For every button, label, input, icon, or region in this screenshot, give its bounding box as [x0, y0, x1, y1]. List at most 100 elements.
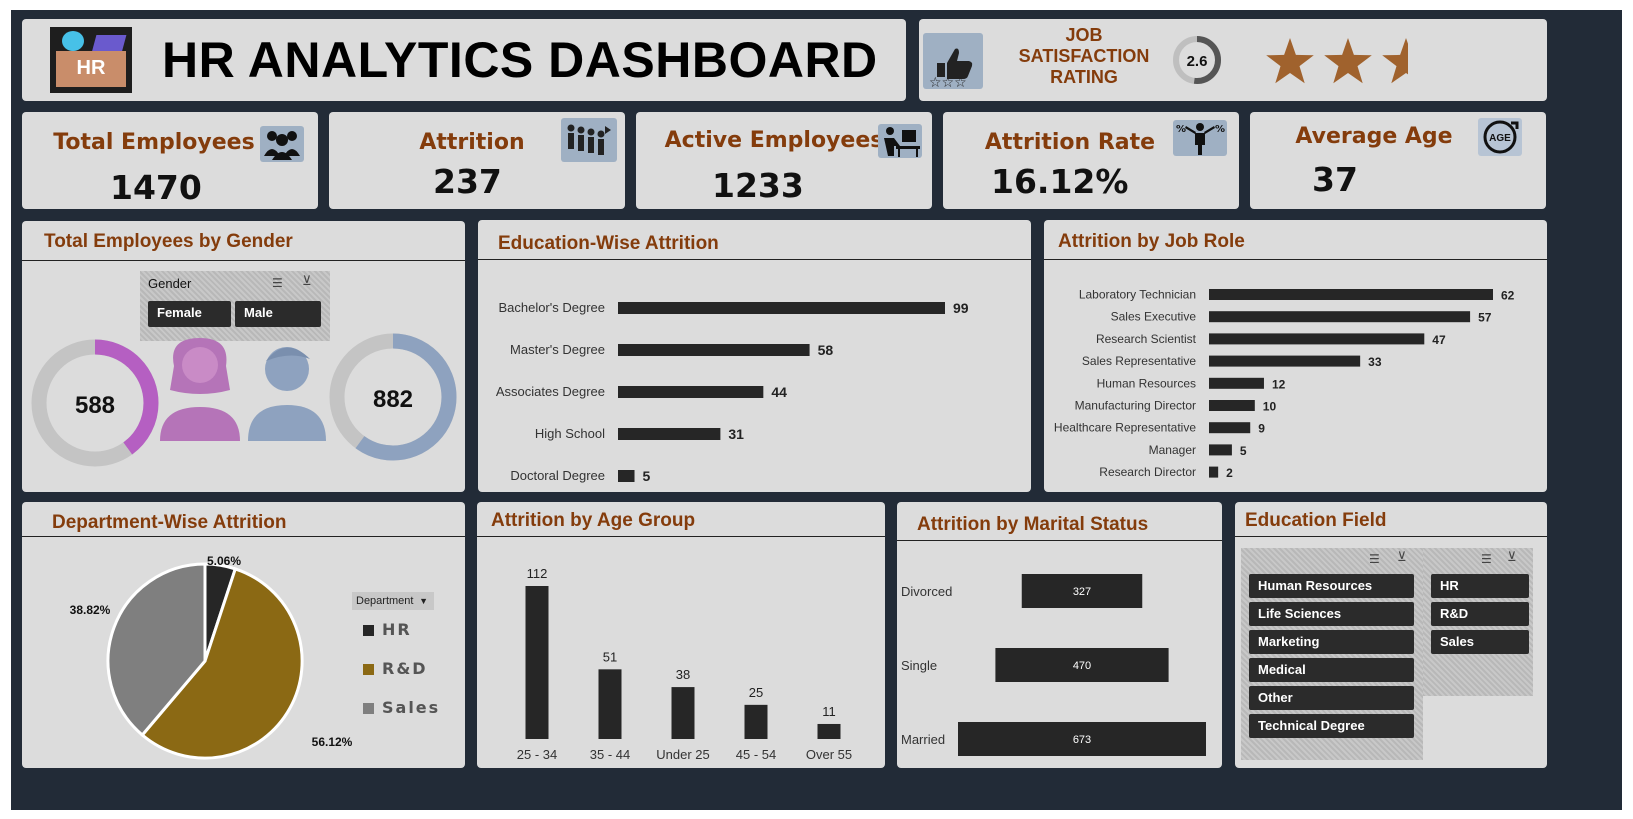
legend-hr: HR [363, 620, 412, 639]
education-attrition-panel: Education-Wise Attrition Bachelor's Degr… [478, 220, 1031, 492]
gender-slicer[interactable]: Gender ☰ ⊻ Female Male [140, 271, 330, 341]
data-label: 25 [749, 685, 763, 700]
category-label: Sales Executive [1111, 310, 1197, 324]
bar [618, 344, 810, 356]
category-label: Manager [1149, 443, 1196, 457]
header-panel: HR HR ANALYTICS DASHBOARD [22, 19, 906, 101]
education-attrition-chart: Bachelor's Degree 99 Master's Degree 58 Asso… [496, 300, 969, 484]
data-label: 9 [1258, 422, 1265, 436]
bar [1209, 422, 1251, 434]
marital-title: Attrition by Marital Status [917, 514, 1149, 535]
title-divider [478, 259, 1031, 260]
star-rating [1266, 38, 1408, 84]
slicer-item-female[interactable]: Female [148, 301, 231, 327]
data-label: 44 [771, 384, 787, 400]
kpi-average-age: Average Age 37 AGE [1250, 112, 1546, 209]
slice-label: 5.06% [207, 554, 241, 568]
category-label: Research Director [1099, 465, 1196, 479]
slicer-item[interactable]: Medical [1249, 658, 1414, 682]
title-divider [477, 536, 885, 537]
data-label: 2 [1226, 466, 1233, 480]
data-label: 38 [676, 667, 690, 682]
multi-select-icon[interactable]: ☰ [1369, 552, 1380, 566]
people-group-icon [260, 126, 304, 162]
svg-text:☆☆☆: ☆☆☆ [929, 75, 967, 89]
slicer-item[interactable]: R&D [1431, 602, 1529, 626]
age-icon: AGE [1478, 118, 1522, 156]
satisfaction-score: 2.6 [1187, 53, 1208, 70]
data-label: 5 [643, 468, 651, 484]
thumbs-up-rating-icon: ☆☆☆ [923, 33, 983, 91]
column [525, 586, 549, 739]
slicer-item[interactable]: Technical Degree [1249, 714, 1414, 738]
pie-slice [106, 562, 207, 738]
data-label: 112 [527, 566, 548, 581]
percent-person-icon: %% [1173, 120, 1227, 156]
bar [1021, 574, 1143, 608]
bar [1209, 311, 1471, 323]
page-title: HR ANALYTICS DASHBOARD [162, 32, 878, 88]
education-field-slicer[interactable]: ☰ ⊻ Human Resources Life Sciences Marketin… [1241, 548, 1423, 760]
slicer-item[interactable]: Human Resources [1249, 574, 1414, 598]
clear-filter-icon[interactable]: ⊻ [1507, 550, 1517, 565]
title-divider [1044, 259, 1547, 260]
people-leaving-icon [561, 118, 617, 162]
bar [995, 648, 1169, 682]
kpi-label: Active Employees [664, 128, 884, 153]
slicer-item[interactable]: Marketing [1249, 630, 1414, 654]
slicer-item[interactable]: Life Sciences [1249, 602, 1414, 626]
legend-sales: Sales [363, 698, 440, 717]
department-filter-button[interactable]: Department ▼ [352, 592, 434, 610]
svg-text:AGE: AGE [1489, 133, 1511, 144]
svg-text:%: % [1176, 124, 1186, 135]
age-group-panel: Attrition by Age Group 112 25 - 34 51 35 - … [477, 502, 885, 768]
slice-label: 38.82% [70, 603, 111, 617]
data-label: 12 [1272, 377, 1286, 391]
kpi-label: Attrition Rate [984, 130, 1156, 155]
kpi-active-employees: Active Employees 1233 [636, 112, 932, 209]
gender-slicer-title: Gender [148, 276, 192, 291]
male-count: 882 [373, 386, 413, 413]
data-label: 31 [728, 426, 744, 442]
slice-label: 56.12% [312, 735, 352, 749]
star-icon [1382, 38, 1408, 84]
data-label: 470 [1073, 660, 1091, 672]
multi-select-icon[interactable]: ☰ [1481, 552, 1492, 566]
kpi-value: 37 [1312, 160, 1358, 199]
bar [1209, 333, 1425, 345]
multi-select-icon[interactable]: ☰ [272, 276, 283, 290]
slicer-item-male[interactable]: Male [235, 301, 321, 327]
legend-rnd: R&D [363, 659, 428, 678]
marital-panel: Attrition by Marital Status Divorced 327 S… [897, 502, 1222, 768]
category-label: Healthcare Representative [1054, 421, 1196, 435]
kpi-label: Total Employees [53, 130, 255, 155]
hr-logo-icon: HR [50, 27, 132, 93]
bar [958, 722, 1206, 756]
clear-filter-icon[interactable]: ⊻ [302, 274, 312, 289]
category-label: Under 25 [656, 747, 709, 762]
clear-filter-icon[interactable]: ⊻ [1397, 550, 1407, 565]
satisfaction-gauge: 2.6 [1173, 36, 1221, 84]
column [817, 723, 841, 739]
gender-panel: Total Employees by Gender Gender ☰ ⊻ Fem… [22, 221, 465, 492]
bar [618, 470, 635, 482]
satisfaction-label: JOB SATISFACTION RATING [1018, 25, 1150, 87]
slicer-item[interactable]: Sales [1431, 630, 1529, 654]
bar [618, 386, 764, 398]
slicer-item[interactable]: Other [1249, 686, 1414, 710]
slicer-item[interactable]: HR [1431, 574, 1529, 598]
category-label: 25 - 34 [517, 747, 557, 762]
data-label: 327 [1073, 586, 1091, 598]
category-label: Research Scientist [1096, 332, 1197, 346]
kpi-label: Average Age [1295, 124, 1453, 149]
age-group-chart: 112 25 - 34 51 35 - 44 38 Under 25 25 45 - 54 11… [517, 566, 852, 762]
title-divider [897, 540, 1222, 541]
department-slicer[interactable]: ☰ ⊻ HR R&D Sales [1423, 548, 1533, 696]
category-label: Bachelor's Degree [498, 300, 605, 315]
gender-chart: 588 882 [31, 333, 457, 467]
job-role-panel: Attrition by Job Role Laboratory Technic… [1044, 220, 1547, 492]
data-label: 11 [822, 704, 836, 719]
bar [618, 428, 721, 440]
pie-slice [140, 567, 304, 760]
education-field-title: Education Field [1245, 510, 1387, 531]
